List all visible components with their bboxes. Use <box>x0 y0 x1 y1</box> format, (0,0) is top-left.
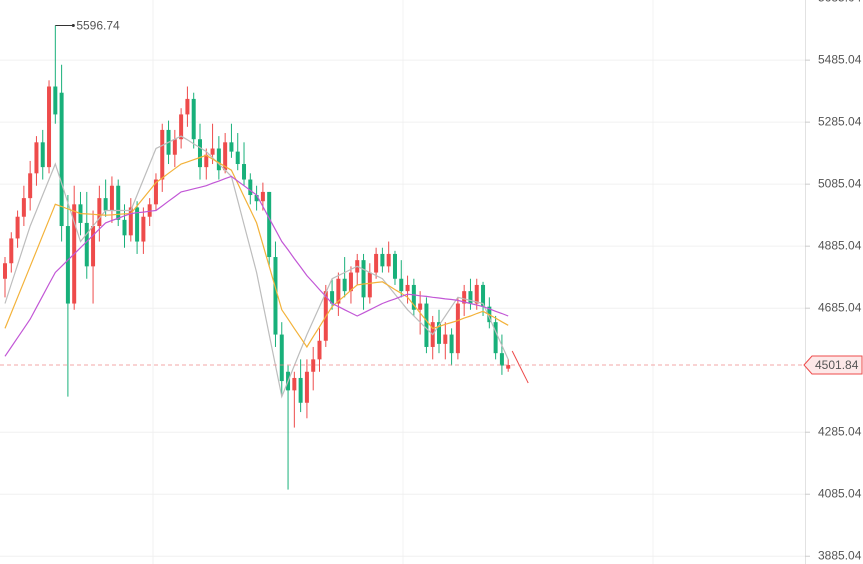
candle-body <box>311 359 316 372</box>
candle-body <box>304 371 309 403</box>
candle-body <box>15 216 20 239</box>
candle-body <box>34 142 39 174</box>
candle-body <box>84 222 89 267</box>
max-pointer-head <box>71 24 75 28</box>
candle-body <box>122 219 127 236</box>
candle-body <box>204 154 209 168</box>
ma-line <box>4 154 509 349</box>
candle-body <box>103 198 108 211</box>
candle-body <box>462 291 467 304</box>
candle-body <box>260 191 265 202</box>
candle-body <box>361 260 366 298</box>
candle-body <box>197 139 202 168</box>
candle-body <box>342 278 347 292</box>
last-price-label: 4501.84 <box>815 358 859 372</box>
candle-body <box>330 291 335 304</box>
candle-body <box>28 173 33 199</box>
candle-body <box>374 253 379 273</box>
candle-body <box>191 98 196 140</box>
candle-body <box>185 98 190 115</box>
candle-body <box>160 129 165 180</box>
candle-body <box>392 253 397 279</box>
candle-body <box>367 272 372 298</box>
candle-body <box>405 284 410 292</box>
candle-body <box>172 139 177 155</box>
candle-body <box>21 198 26 217</box>
candle-body <box>47 86 52 168</box>
candle-body <box>141 216 146 242</box>
candle-body <box>254 195 259 202</box>
candle-body <box>437 322 442 344</box>
candle-body <box>411 284 416 310</box>
candle-body <box>179 114 184 140</box>
candle-body <box>135 207 140 242</box>
candle-body <box>273 257 278 335</box>
y-tick-label: 4685.04 <box>818 300 862 314</box>
candle-body <box>292 377 297 391</box>
candle-body <box>336 278 341 304</box>
candle-body <box>380 253 385 267</box>
candle-body <box>468 291 473 304</box>
candle-body <box>235 151 240 165</box>
candle-body <box>474 284 479 304</box>
candle-body <box>116 185 121 220</box>
candle-body <box>386 253 391 267</box>
y-tick-label: 3885.04 <box>818 548 862 562</box>
candle-body <box>267 191 272 258</box>
candle-body <box>216 148 221 171</box>
candle-body <box>59 92 64 227</box>
candle-body <box>147 204 152 217</box>
y-tick-label: 4085.04 <box>818 486 862 500</box>
y-tick-label: 5285.04 <box>818 114 862 128</box>
candle-body <box>9 238 14 264</box>
candle-body <box>506 364 511 369</box>
ma-line <box>4 175 509 357</box>
projection <box>511 350 529 384</box>
candle-body <box>279 334 284 382</box>
candle-body <box>153 179 158 205</box>
candle-body <box>424 303 429 347</box>
candle-body <box>91 226 96 267</box>
candle-body <box>481 284 486 307</box>
candle-body <box>455 303 460 354</box>
candle-body <box>40 142 45 168</box>
ma-line <box>4 135 509 399</box>
candle-body <box>443 334 448 344</box>
candle-body <box>3 263 7 279</box>
y-tick-label: 5485.04 <box>818 52 862 66</box>
candle-body <box>223 142 228 171</box>
candle-body <box>248 179 253 196</box>
candle-body <box>348 272 353 292</box>
candle-body <box>109 185 114 211</box>
y-tick-label: 5085.04 <box>818 176 862 190</box>
candle-body <box>242 164 247 180</box>
candle-body <box>210 148 215 155</box>
candle-body <box>65 226 70 304</box>
candle-body <box>97 198 102 227</box>
y-tick-label: 4285.04 <box>818 424 862 438</box>
last-price-tag <box>803 355 863 375</box>
candle-body <box>128 207 133 236</box>
candle-body <box>53 86 58 115</box>
candle-body <box>449 334 454 354</box>
candle-body <box>399 278 404 292</box>
candle-body <box>229 142 234 152</box>
candle-body <box>298 377 303 403</box>
candle-body <box>317 340 322 360</box>
candle-body <box>418 303 423 310</box>
candle-body <box>499 353 504 366</box>
candle-body <box>493 322 498 354</box>
y-tick-label: 5685.04 <box>818 0 862 4</box>
y-tick-label: 4885.04 <box>818 238 862 252</box>
max-label: 5596.74 <box>76 19 120 33</box>
